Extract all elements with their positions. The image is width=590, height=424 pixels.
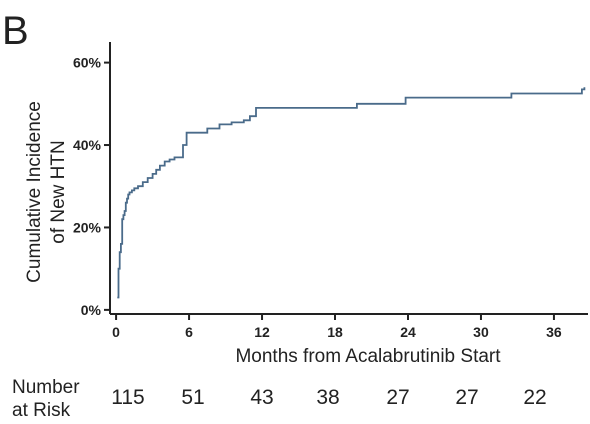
y-tick-label: 20% (73, 219, 102, 235)
y-tick-label: 40% (73, 137, 102, 153)
cumulative-incidence-chart: B Cumulative Incidence of New HTN 0% 20% 4… (2, 9, 588, 367)
risk-value-month-12: 43 (250, 386, 274, 409)
risk-label-line-1: Number (12, 377, 80, 398)
risk-value-month-30: 27 (455, 386, 479, 409)
risk-value-month-24: 27 (386, 386, 410, 409)
risk-value-month-18: 38 (316, 386, 340, 409)
y-axis-title-line-2: of New HTN (48, 140, 69, 243)
x-tick-label: 18 (327, 324, 343, 340)
x-tick-label: 6 (185, 324, 193, 340)
x-tick-label: 30 (473, 324, 489, 340)
risk-value-month-0: 115 (111, 386, 145, 409)
x-tick-label: 12 (254, 324, 270, 340)
x-axis-ticks: 0 6 12 18 24 30 36 (112, 314, 562, 340)
x-tick-label: 24 (400, 324, 416, 340)
y-axis-title-line-1: Cumulative Incidence (24, 101, 45, 283)
y-tick-label: 0% (81, 302, 102, 318)
y-tick-label: 60% (73, 55, 102, 71)
number-at-risk-table: Number at Risk 115 51 43 38 27 27 22 (0, 372, 590, 424)
number-at-risk-label: Number at Risk (12, 376, 80, 422)
x-tick-label: 0 (112, 324, 120, 340)
incidence-step-curve (117, 87, 586, 299)
risk-value-month-36: 22 (523, 386, 547, 409)
x-tick-label: 36 (546, 324, 562, 340)
y-axis-title: Cumulative Incidence of New HTN (24, 101, 69, 283)
risk-label-line-2: at Risk (12, 400, 71, 421)
y-axis-ticks: 0% 20% 40% 60% (73, 55, 110, 318)
risk-value-month-6: 51 (181, 386, 205, 409)
x-axis-title: Months from Acalabrutinib Start (235, 346, 501, 367)
panel-label: B (2, 9, 29, 53)
